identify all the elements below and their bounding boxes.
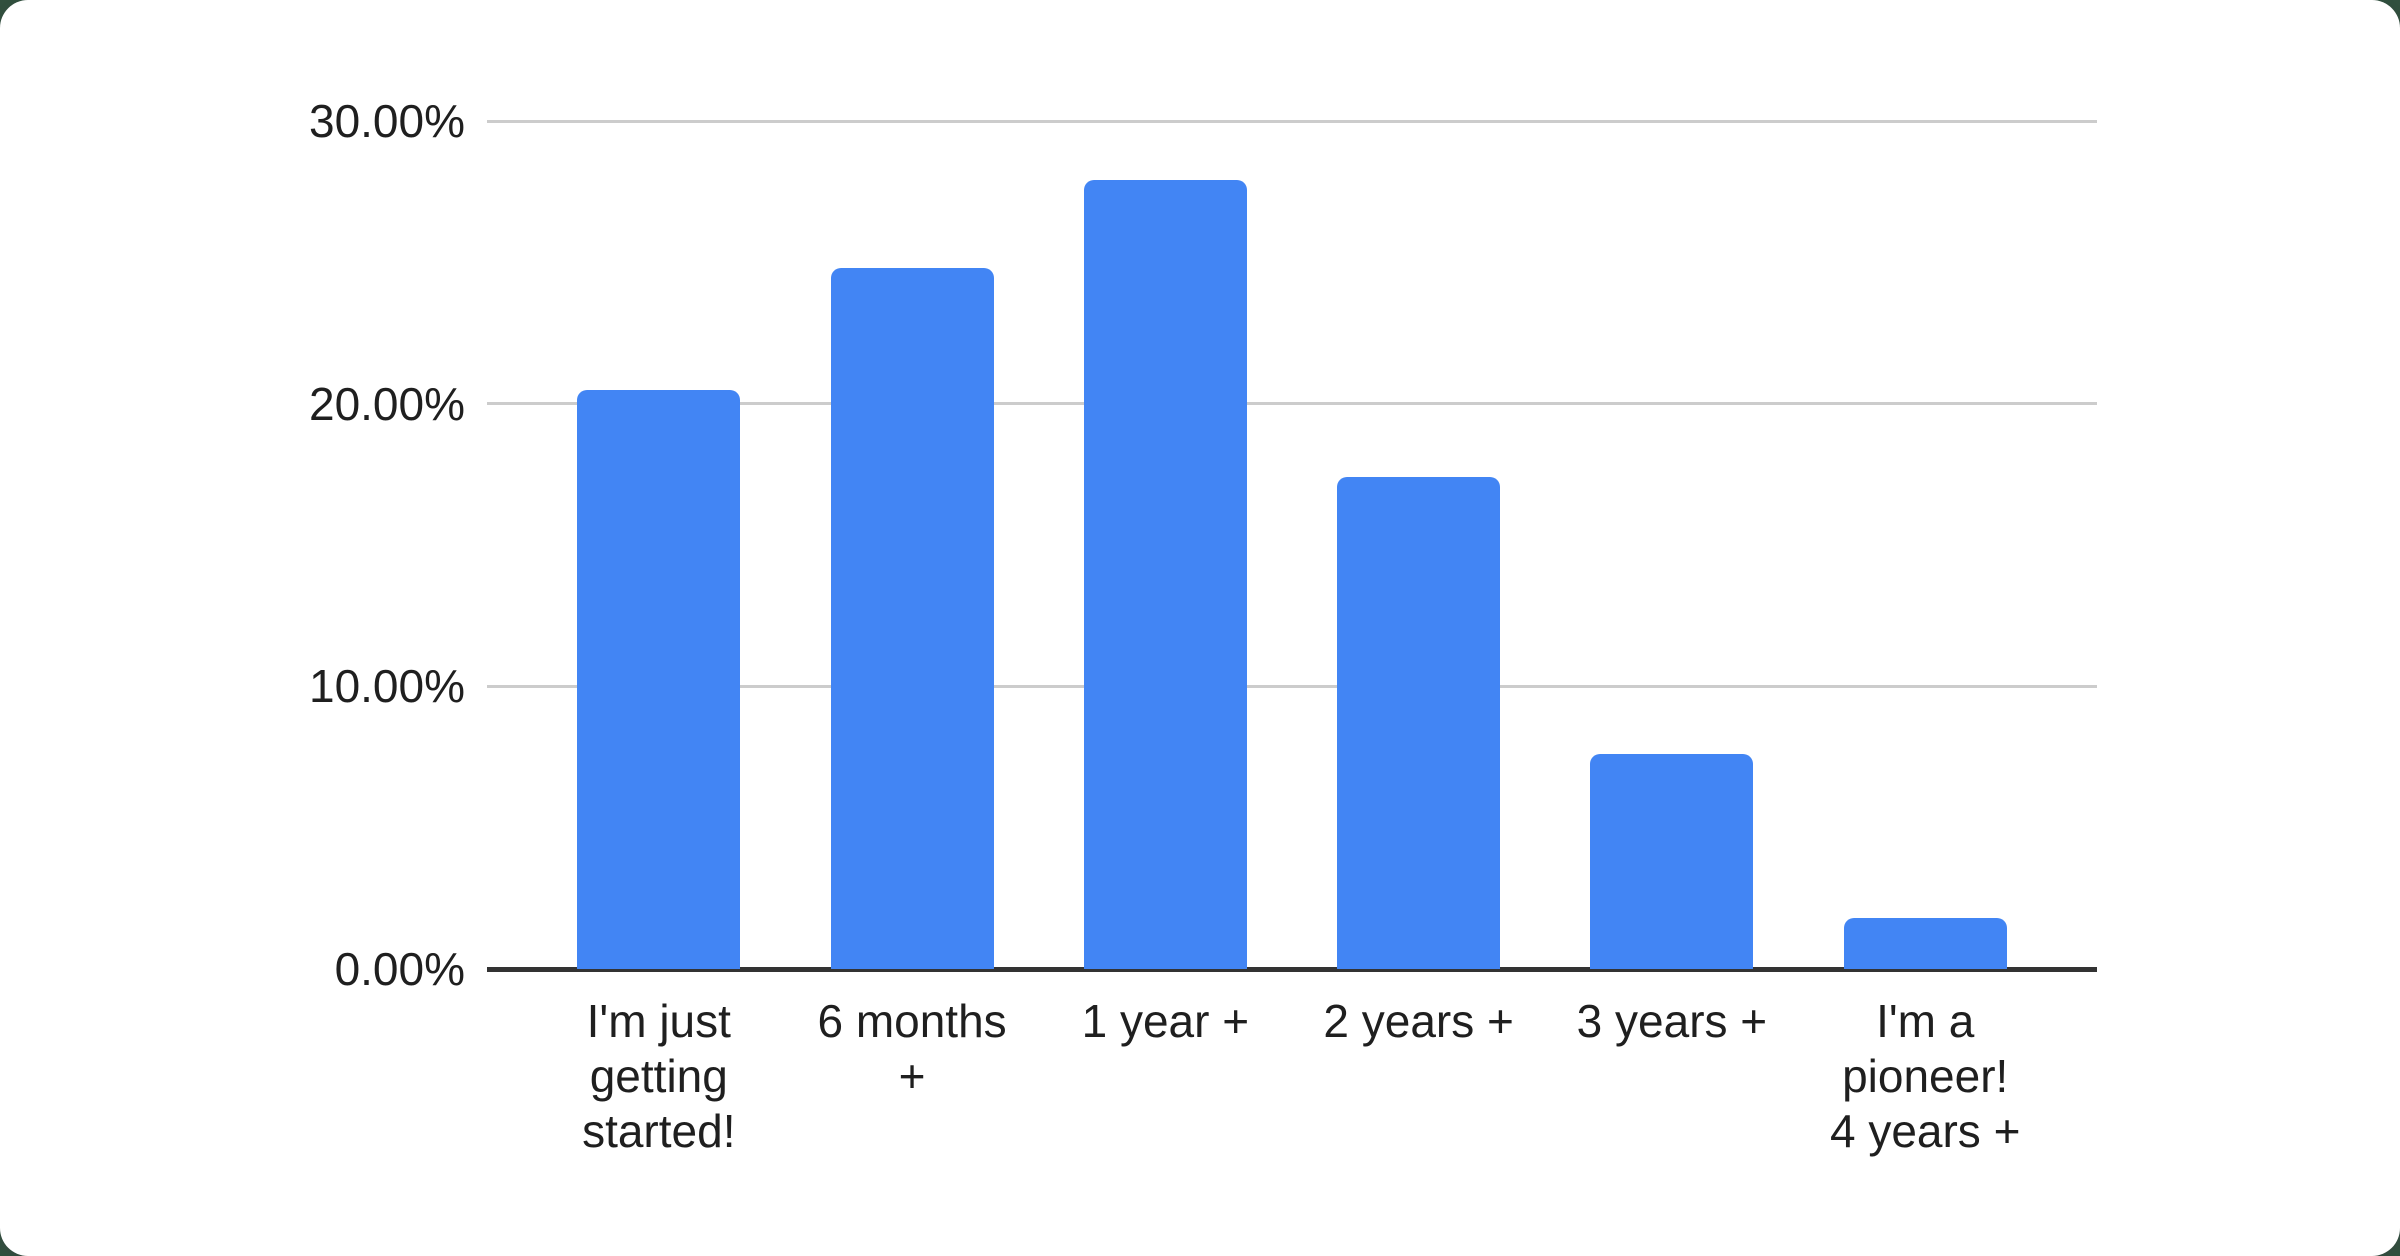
bar bbox=[1590, 754, 1754, 969]
x-axis-category-label: 1 year + bbox=[1081, 995, 1250, 1047]
x-axis-category-label: I'm a pioneer! 4 years + bbox=[1829, 995, 2021, 1157]
x-axis-category-label: 6 months + bbox=[817, 995, 1007, 1102]
y-axis-tick-label: 30.00% bbox=[308, 95, 465, 147]
bar bbox=[1843, 918, 2007, 969]
x-axis-category-label: I'm just getting started! bbox=[582, 995, 736, 1157]
x-axis-category-label: 3 years + bbox=[1576, 995, 1768, 1047]
bar bbox=[577, 389, 741, 969]
x-axis-category-label: 2 years + bbox=[1323, 995, 1514, 1047]
bar bbox=[1083, 180, 1247, 969]
y-axis-tick-label: 10.00% bbox=[308, 660, 465, 713]
y-axis-tick-label: 20.00% bbox=[308, 377, 465, 430]
gridline bbox=[487, 119, 2097, 123]
bar bbox=[830, 267, 994, 969]
x-axis-line bbox=[487, 966, 2097, 972]
gridline bbox=[487, 684, 2097, 688]
bar bbox=[1337, 477, 1501, 969]
y-axis-tick-label: 0.00% bbox=[334, 943, 465, 995]
gridline bbox=[487, 402, 2097, 406]
